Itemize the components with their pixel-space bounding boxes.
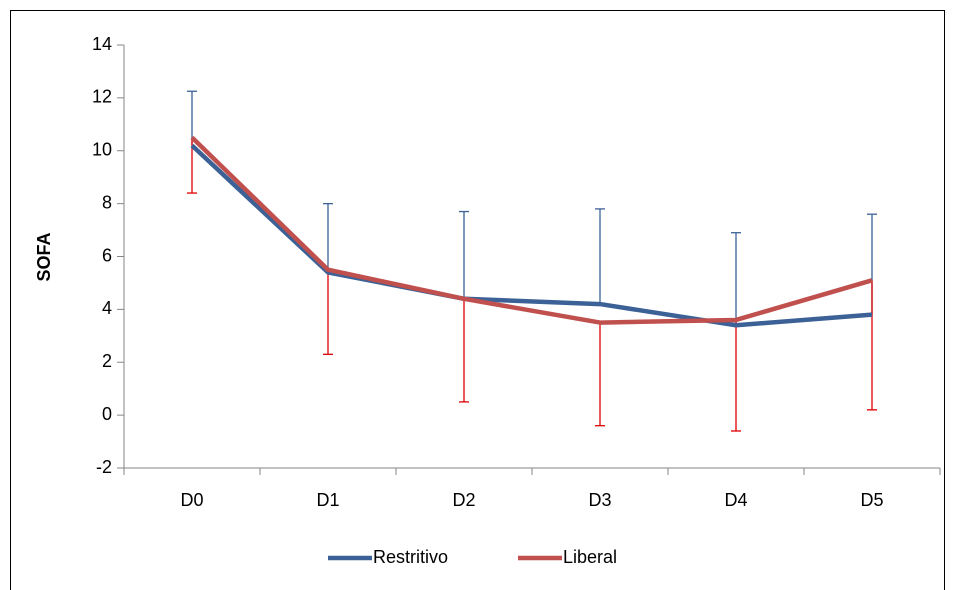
error-bar (459, 298, 469, 403)
y-tick-label: 0 (102, 404, 112, 424)
error-bar (187, 90, 197, 146)
series-line (190, 143, 873, 328)
y-tick-label: 4 (102, 298, 112, 318)
series-line (190, 135, 873, 325)
error-bar (323, 269, 333, 355)
x-tick-label: D3 (588, 490, 611, 510)
y-axis-label: SOFA (34, 232, 54, 281)
error-bar (323, 202, 333, 273)
x-tick-label: D4 (724, 490, 747, 510)
x-tick-label: D1 (316, 490, 339, 510)
y-tick-label: 8 (102, 192, 112, 212)
error-bar (595, 322, 605, 427)
error-bar (459, 210, 469, 299)
chart-frame (10, 10, 945, 590)
x-tick-label: D2 (452, 490, 475, 510)
legend-label: Liberal (563, 547, 617, 567)
x-tick-label: D5 (860, 490, 883, 510)
y-tick-label: 2 (102, 351, 112, 371)
legend-label: Restritivo (373, 547, 448, 567)
y-tick-label: 10 (92, 140, 112, 160)
x-tick-label: D0 (180, 490, 203, 510)
error-bar (731, 232, 741, 326)
error-bar (595, 208, 605, 305)
y-tick-label: 6 (102, 245, 112, 265)
error-bar (731, 319, 741, 432)
error-bar (867, 280, 877, 411)
y-tick-label: -2 (96, 457, 112, 477)
y-tick-label: 12 (92, 87, 112, 107)
y-tick-label: 14 (92, 34, 112, 54)
